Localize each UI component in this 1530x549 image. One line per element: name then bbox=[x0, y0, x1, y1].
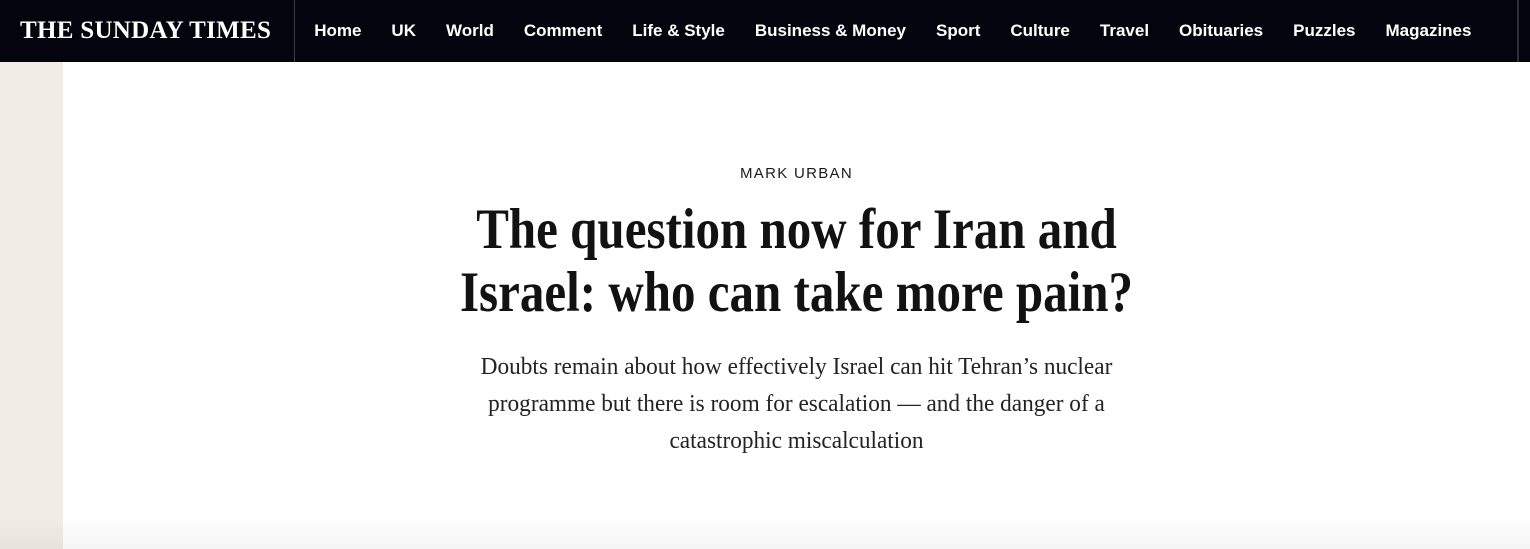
article-author: MARK URBAN bbox=[739, 165, 853, 182]
standfirst-line: catastrophic miscalculation bbox=[669, 428, 924, 454]
nav-item-puzzles[interactable]: Puzzles bbox=[1293, 21, 1356, 40]
main-nav: Home UK World Comment Life & Style Busin… bbox=[314, 0, 1471, 62]
article-header-region: MARK URBAN The question now for Iran and… bbox=[63, 62, 1530, 549]
nav-item-comment[interactable]: Comment bbox=[523, 21, 603, 40]
article-standfirst: Doubts remain about how effectively Isra… bbox=[85, 349, 1508, 460]
article-headline: The question now for Iran and Israel: wh… bbox=[166, 198, 1428, 324]
nav-item-home[interactable]: Home bbox=[314, 21, 362, 40]
standfirst-line: programme but there is room for escalati… bbox=[488, 391, 1105, 417]
nav-item-culture[interactable]: Culture bbox=[1010, 21, 1070, 40]
nav-item-life-style[interactable]: Life & Style bbox=[632, 21, 725, 40]
nav-item-travel[interactable]: Travel bbox=[1099, 21, 1150, 40]
top-nav-bar: THE SUNDAY TIMES Home UK World Comment L… bbox=[0, 0, 1530, 62]
headline-line: The question now for Iran and bbox=[476, 198, 1117, 261]
left-margin-strip bbox=[0, 62, 63, 549]
scrollbar[interactable] bbox=[1517, 0, 1519, 62]
standfirst-line: Doubts remain about how effectively Isra… bbox=[480, 354, 1113, 380]
nav-item-obituaries[interactable]: Obituaries bbox=[1179, 21, 1264, 40]
nav-item-magazines[interactable]: Magazines bbox=[1385, 21, 1472, 40]
nav-item-uk[interactable]: UK bbox=[391, 21, 416, 40]
nav-item-business-money[interactable]: Business & Money bbox=[754, 21, 906, 40]
masthead-logo[interactable]: THE SUNDAY TIMES bbox=[20, 17, 272, 44]
nav-item-world[interactable]: World bbox=[445, 21, 494, 40]
headline-line: Israel: who can take more pain? bbox=[459, 261, 1134, 324]
masthead-logo-box: THE SUNDAY TIMES bbox=[0, 0, 296, 62]
nav-item-sport[interactable]: Sport bbox=[936, 21, 981, 40]
